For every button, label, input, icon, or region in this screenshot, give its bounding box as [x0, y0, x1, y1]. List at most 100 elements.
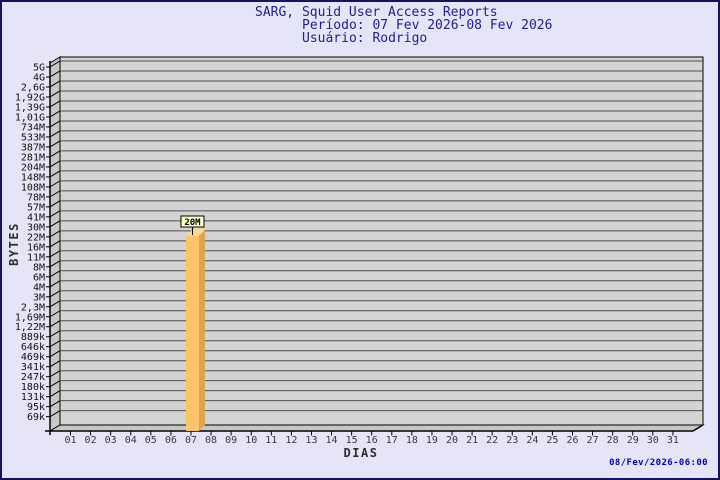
y-tick-label: 5G — [33, 63, 45, 74]
y-tick-label: 4G — [33, 72, 45, 83]
x-tick-label: 28 — [607, 435, 619, 446]
x-tick-label: 21 — [466, 435, 478, 446]
y-tick-label: 533M — [21, 132, 45, 143]
x-tick-label: 26 — [566, 435, 578, 446]
wall-tick-diagonal — [49, 330, 61, 338]
wall-tick-diagonal — [49, 270, 61, 278]
y-tick-label: 41M — [27, 212, 45, 223]
wall-tick-diagonal — [49, 190, 61, 198]
y-tick-label: 247k — [21, 372, 45, 383]
wall-tick-diagonal — [49, 160, 61, 168]
floor-right-edge — [692, 424, 704, 432]
generated-timestamp: 08/Fev/2026-06:00 — [609, 458, 708, 468]
wall-tick-diagonal — [49, 130, 61, 138]
y-tick-label: 30M — [27, 222, 45, 233]
y-tick-label: 2,6G — [21, 82, 45, 93]
x-tick-label: 29 — [627, 435, 639, 446]
y-tick-label: 22M — [27, 232, 45, 243]
wall-tick-diagonal — [49, 410, 61, 418]
x-tick-label: 20 — [446, 435, 458, 446]
x-tick-label: 15 — [346, 435, 358, 446]
y-tick-label: 469k — [21, 352, 45, 363]
x-tick-label: 06 — [165, 435, 177, 446]
y-tick-label: 16M — [27, 242, 45, 253]
y-tick-label: 387M — [21, 142, 45, 153]
wall-tick-diagonal — [49, 300, 61, 308]
bar-side-face — [198, 230, 205, 431]
wall-tick-diagonal — [49, 120, 61, 128]
x-tick-label: 03 — [105, 435, 117, 446]
x-tick-label: 01 — [64, 435, 76, 446]
y-tick-label: 57M — [27, 202, 45, 213]
wall-tick-diagonal — [49, 60, 61, 68]
x-tick-label: 25 — [546, 435, 558, 446]
floor — [48, 424, 705, 432]
wall-tick-diagonal — [49, 170, 61, 178]
x-tick-label: 05 — [145, 435, 157, 446]
y-tick-label: 1,92G — [15, 92, 45, 103]
x-tick-label: 07 — [185, 435, 197, 446]
x-axis-title: DIAS — [344, 446, 379, 460]
y-tick-label: 734M — [21, 122, 45, 133]
y-tick-label: 1,69M — [15, 312, 45, 323]
wall-tick-diagonal — [49, 150, 61, 158]
x-tick-label: 17 — [386, 435, 398, 446]
y-tick-label: 889k — [21, 332, 45, 343]
bar-top-face — [185, 230, 205, 236]
y-tick-label: 281M — [21, 152, 45, 163]
wall-tick-diagonal — [49, 80, 61, 88]
x-tick-label: 30 — [647, 435, 659, 446]
x-tick-label: 08 — [205, 435, 217, 446]
x-tick-label: 24 — [526, 435, 538, 446]
y-tick-label: 95k — [27, 402, 45, 413]
x-tick-label: 10 — [245, 435, 257, 446]
y-tick-label: 1,39G — [15, 102, 45, 113]
report-period: Período: 07 Fev 2026-08 Fev 2026 — [302, 18, 553, 33]
y-tick-label: 1,01G — [15, 112, 45, 123]
wall-tick-diagonal — [49, 180, 61, 188]
x-tick-label: 04 — [125, 435, 137, 446]
wall-tick-diagonal — [49, 290, 61, 298]
wall-tick-diagonal — [49, 70, 61, 78]
wall-tick-diagonal — [49, 390, 61, 398]
wall-tick-diagonal — [49, 240, 61, 248]
x-tick-label: 11 — [265, 435, 277, 446]
y-axis-title: BYTES — [7, 222, 21, 266]
annotation-box — [180, 215, 205, 228]
wall-tick-diagonal — [49, 380, 61, 388]
y-tick-label: 6M — [33, 272, 45, 283]
x-tick-label: 16 — [366, 435, 378, 446]
x-tick-label: 14 — [326, 435, 338, 446]
wall-tick-diagonal — [49, 210, 61, 218]
wall-tick-diagonal — [49, 350, 61, 358]
wall-tick-diagonal — [49, 320, 61, 328]
wall-tick-diagonal — [49, 370, 61, 378]
wall-tick-diagonal — [49, 260, 61, 268]
x-tick-label: 09 — [225, 435, 237, 446]
report-title: SARG, Squid User Access Reports — [255, 5, 498, 20]
y-tick-label: 8M — [33, 262, 45, 273]
wall-tick-diagonal — [49, 400, 61, 408]
y-tick-label: 69k — [27, 412, 45, 423]
y-tick-label: 1,22M — [15, 322, 45, 333]
y-tick-label: 108M — [21, 182, 45, 193]
y-tick-label: 148M — [21, 172, 45, 183]
wall-tick-diagonal — [49, 140, 61, 148]
x-tick-label: 27 — [587, 435, 599, 446]
x-tick-label: 12 — [285, 435, 297, 446]
wall-tick-diagonal — [49, 250, 61, 258]
wall-tick-diagonal — [49, 280, 61, 288]
y-tick-label: 4M — [33, 282, 45, 293]
x-tick-label: 22 — [486, 435, 498, 446]
y-tick-label: 131k — [21, 392, 45, 403]
y-tick-label: 204M — [21, 162, 45, 173]
wall-tick-diagonal — [49, 230, 61, 238]
x-tick-label: 19 — [426, 435, 438, 446]
y-tick-label: 11M — [27, 252, 45, 263]
x-tick-label: 13 — [305, 435, 317, 446]
report-user: Usuário: Rodrigo — [302, 31, 428, 46]
wall-tick-diagonal — [49, 220, 61, 228]
wall-tick-diagonal — [49, 100, 61, 108]
